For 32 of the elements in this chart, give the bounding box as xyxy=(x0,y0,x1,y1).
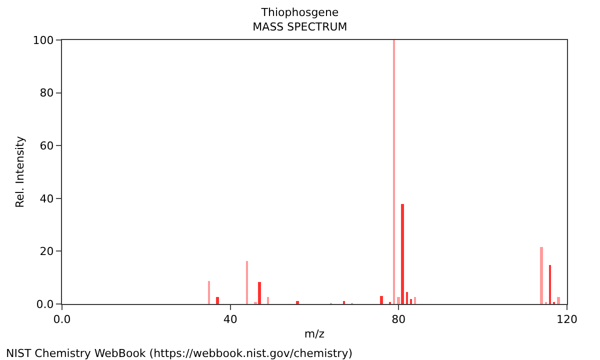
bar xyxy=(267,297,269,304)
text: NIST Chemistry WebBook (https://webbook.nist.gov/chemistry) xyxy=(6,347,352,360)
chart-subtitle: MASS SPECTRUM xyxy=(252,20,348,34)
bar xyxy=(246,261,248,304)
bar xyxy=(258,282,261,304)
bar xyxy=(410,299,412,304)
x-axis-title: m/z xyxy=(304,327,325,340)
x-tick-label: 0.0 xyxy=(53,313,71,326)
bar xyxy=(549,265,551,304)
y-tick-label: 60 xyxy=(40,139,54,152)
bar xyxy=(414,297,416,304)
bar xyxy=(208,281,210,304)
bar xyxy=(343,301,345,304)
x-tick-label: 120 xyxy=(556,313,578,326)
bar xyxy=(397,297,400,304)
x-tick-label: 40 xyxy=(223,313,238,326)
bar xyxy=(393,40,395,304)
bar xyxy=(401,204,404,304)
bar xyxy=(216,297,219,304)
bar xyxy=(380,296,383,304)
y-tick-label: 80 xyxy=(40,86,54,100)
bar xyxy=(540,247,543,304)
bar xyxy=(557,297,560,304)
x-tick-label: 80 xyxy=(392,313,406,326)
chart-title: Thiophosgene xyxy=(260,6,339,20)
y-tick-label: 20 xyxy=(40,245,54,258)
y-tick-label: 100 xyxy=(32,34,54,47)
y-tick-label: 0.0 xyxy=(36,298,54,311)
bar xyxy=(406,292,408,304)
y-axis-title: Rel. Intensity xyxy=(13,136,26,208)
y-tick-label: 40 xyxy=(40,192,54,206)
bar xyxy=(296,301,299,304)
